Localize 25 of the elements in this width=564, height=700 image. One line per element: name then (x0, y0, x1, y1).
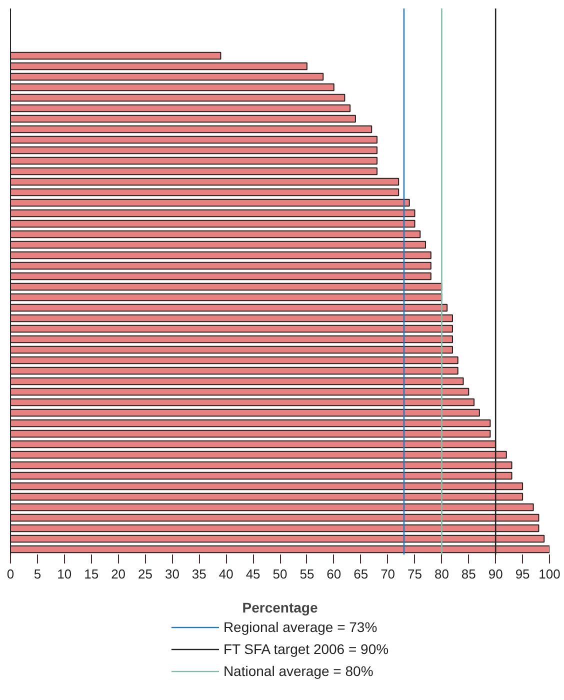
legend-label: National average = 80% (223, 663, 374, 679)
x-tick-label: 45 (246, 566, 260, 582)
x-tick-label: 30 (164, 566, 180, 582)
x-tick-label: 20 (111, 566, 126, 582)
x-tick-label: 75 (408, 566, 422, 582)
x-tick-label: 50 (272, 566, 288, 582)
legend-label: FT SFA target 2006 = 90% (223, 641, 389, 657)
x-tick-label: 40 (218, 566, 234, 582)
x-tick-label: 70 (380, 566, 396, 582)
x-axis-title: Percentage (242, 600, 318, 616)
legend-label: Regional average = 73% (223, 619, 378, 635)
x-tick-label: 80 (434, 566, 449, 582)
x-tick-label: 60 (326, 566, 342, 582)
x-tick-label: 95 (515, 566, 530, 582)
x-tick-label: 15 (84, 566, 99, 582)
x-tick-label: 90 (488, 566, 503, 582)
x-tick-label: 65 (354, 566, 368, 582)
x-tick-label: 0 (6, 566, 14, 582)
x-tick-label: 85 (461, 566, 476, 582)
x-tick-label: 10 (57, 566, 72, 582)
x-tick-label: 35 (192, 566, 206, 582)
x-tick-label: 55 (300, 566, 314, 582)
x-tick-label: 25 (138, 566, 152, 582)
x-tick-label: 100 (538, 566, 560, 582)
x-tick-label: 5 (34, 566, 42, 582)
